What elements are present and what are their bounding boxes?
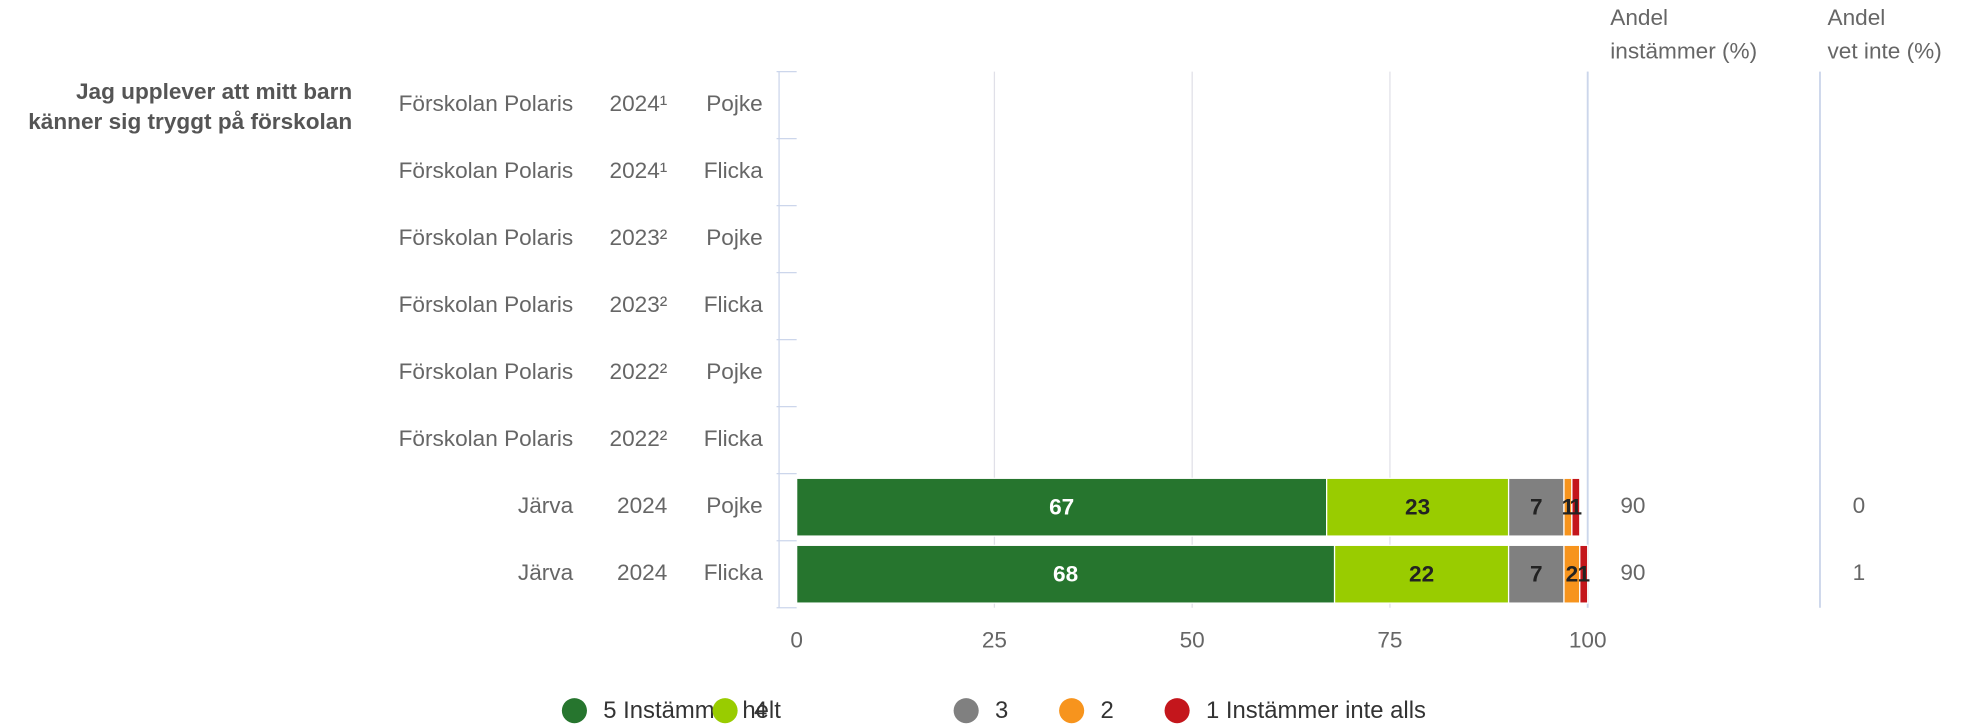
row-label: 2024 <box>617 560 667 585</box>
column-value: 1 <box>1853 560 1866 585</box>
legend-label: 3 <box>995 697 1008 724</box>
x-tick-label: 50 <box>1180 628 1205 653</box>
column-value: 90 <box>1620 560 1645 585</box>
bar-segment <box>796 544 1336 604</box>
legend-label: 4 <box>754 697 767 724</box>
data-label: 1 <box>1570 494 1583 519</box>
row-label: 2022² <box>610 359 668 384</box>
row-label: Förskolan Polaris <box>399 426 574 451</box>
legend-marker <box>712 698 738 724</box>
column-header: vet inte (%) <box>1828 39 1942 64</box>
row-label: Förskolan Polaris <box>399 225 574 250</box>
row-label: 2024 <box>617 493 667 518</box>
x-tick-label: 75 <box>1377 628 1402 653</box>
legend-marker <box>1059 698 1085 724</box>
row-label: Förskolan Polaris <box>399 91 574 116</box>
row-label: 2023² <box>610 292 668 317</box>
data-label: 7 <box>1530 561 1543 586</box>
row-label: Flicka <box>704 426 763 451</box>
bar-segment <box>1579 544 1589 604</box>
row-label: Järva <box>518 493 574 518</box>
legend-marker <box>1164 698 1190 724</box>
x-tick-label: 25 <box>982 628 1007 653</box>
question-line: känner sig tryggt på förskolan <box>28 109 352 134</box>
data-label: 7 <box>1530 494 1543 519</box>
row-label: Pojke <box>706 493 763 518</box>
row-label: Pojke <box>706 91 763 116</box>
row-label: Förskolan Polaris <box>399 158 574 183</box>
bar-segment <box>1571 477 1581 537</box>
column-header: instämmer (%) <box>1610 39 1757 64</box>
bar-segment <box>1507 544 1565 604</box>
x-tick-label: 100 <box>1569 628 1607 653</box>
data-label: 23 <box>1405 494 1430 519</box>
row-label: Flicka <box>704 560 763 585</box>
column-value: 0 <box>1853 493 1866 518</box>
row-label: Pojke <box>706 225 763 250</box>
legend-label: 5 Instämmer helt <box>603 697 781 724</box>
row-label: 2024¹ <box>610 91 668 116</box>
row-label: Flicka <box>704 292 763 317</box>
row-label: 2022² <box>610 426 668 451</box>
legend-label: 2 <box>1101 697 1114 724</box>
question-line: Jag upplever att mitt barn <box>76 79 352 104</box>
bar-segment <box>1333 544 1510 604</box>
legend-marker <box>561 698 587 724</box>
row-label: Förskolan Polaris <box>399 359 574 384</box>
data-label: 1 <box>1577 561 1590 586</box>
column-header: Andel <box>1828 5 1886 30</box>
data-label: 2 <box>1566 561 1579 586</box>
row-label: Pojke <box>706 359 763 384</box>
data-label: 22 <box>1409 561 1434 586</box>
column-header: Andel <box>1610 5 1668 30</box>
row-label: 2024¹ <box>610 158 668 183</box>
bar-segment <box>1326 477 1510 537</box>
row-label: 2023² <box>610 225 668 250</box>
data-label: 1 <box>1562 494 1575 519</box>
data-label: 67 <box>1049 494 1074 519</box>
bar-segment <box>1507 477 1565 537</box>
legend-marker <box>953 698 979 724</box>
x-tick-label: 0 <box>790 628 803 653</box>
row-label: Järva <box>518 560 574 585</box>
bar-segment <box>796 477 1328 537</box>
legend-label: 1 Instämmer inte alls <box>1206 697 1426 724</box>
column-value: 90 <box>1620 493 1645 518</box>
row-label: Förskolan Polaris <box>399 292 574 317</box>
row-label: Flicka <box>704 158 763 183</box>
data-label: 68 <box>1053 561 1078 586</box>
